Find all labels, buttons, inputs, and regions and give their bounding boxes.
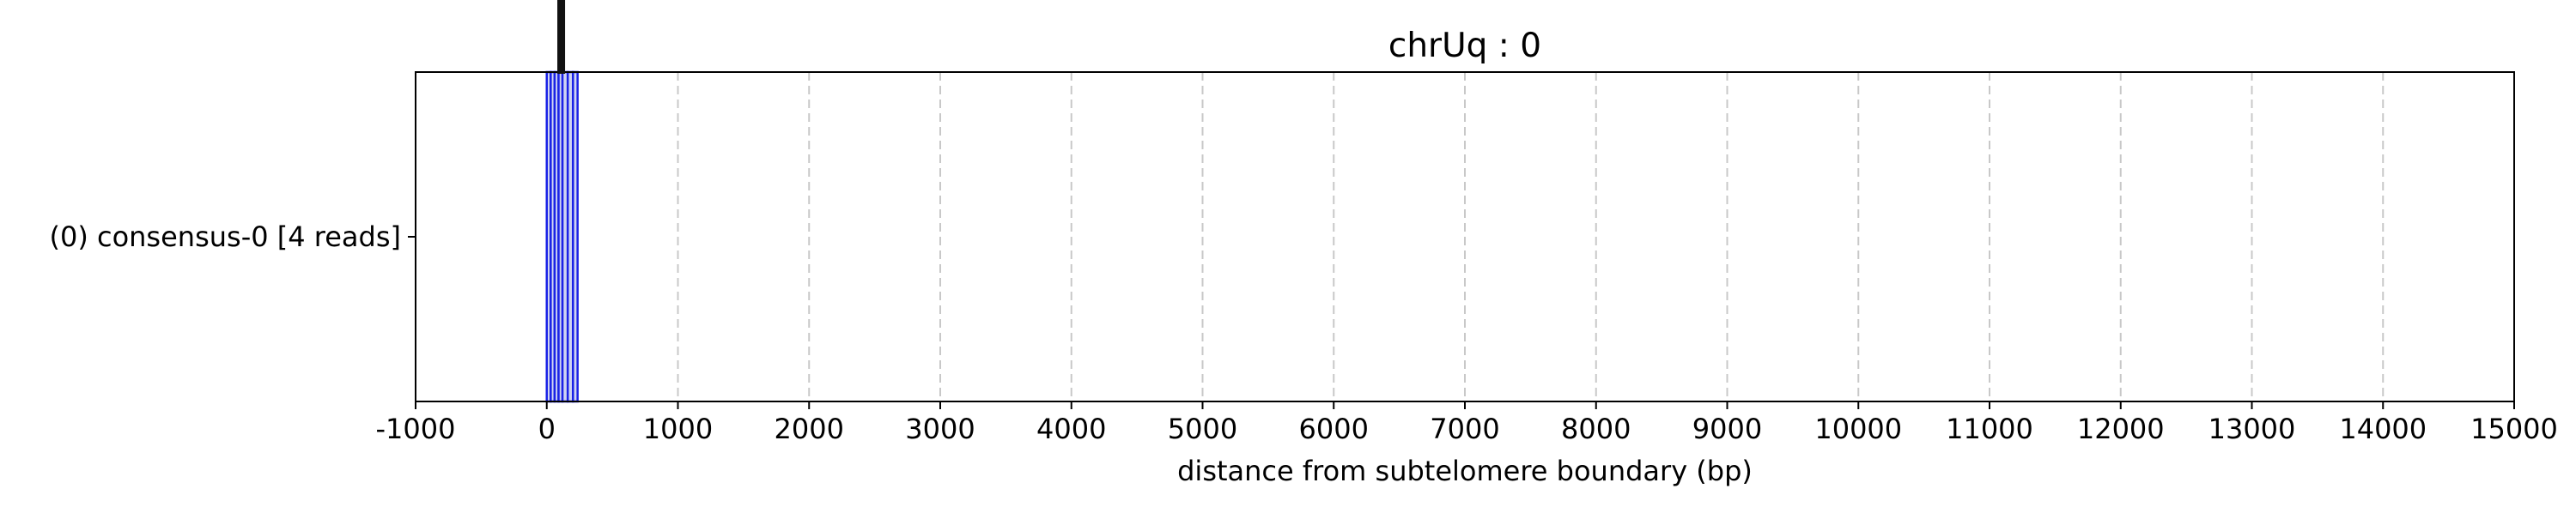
x-tick-label: 10000 (1814, 413, 1902, 445)
x-tick-label: 4000 (1036, 413, 1106, 445)
x-tick-label: -1000 (376, 413, 456, 445)
x-tick-label: 15000 (2470, 413, 2558, 445)
x-tick-label: 0 (538, 413, 556, 445)
x-tick-label: 14000 (2339, 413, 2427, 445)
x-tick-label: 1000 (643, 413, 713, 445)
x-tick-label: 3000 (905, 413, 975, 445)
y-tick-label: (0) consensus-0 [4 reads] (49, 220, 401, 253)
x-tick-label: 7000 (1430, 413, 1499, 445)
x-tick-label: 11000 (1946, 413, 2033, 445)
x-tick-label: 12000 (2077, 413, 2165, 445)
chart-title: chrUq : 0 (1388, 27, 1541, 65)
x-tick-label: 8000 (1561, 413, 1631, 445)
x-tick-label: 5000 (1168, 413, 1237, 445)
x-tick-label: 13000 (2208, 413, 2296, 445)
bars-layer (545, 70, 579, 403)
x-tick-label: 2000 (775, 413, 844, 445)
y-axis: (0) consensus-0 [4 reads] (49, 220, 416, 253)
x-axis-label: distance from subtelomere boundary (bp) (1177, 455, 1753, 487)
x-axis: -1000 0 1000 2000 3000 4000 5000 6000 7000 8000 90… (376, 401, 2558, 445)
grid-layer (545, 72, 2385, 401)
x-tick-label: 6000 (1299, 413, 1369, 445)
x-tick-label: 9000 (1692, 413, 1762, 445)
read-segment-bar (572, 70, 579, 403)
